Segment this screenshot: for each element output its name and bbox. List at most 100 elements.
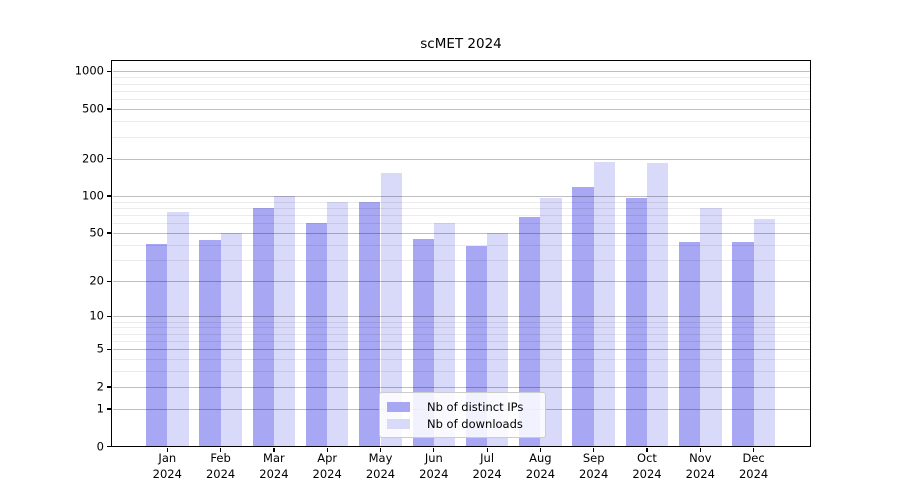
chart-title: scMET 2024 bbox=[420, 36, 502, 52]
y-gridline-minor-30 bbox=[113, 260, 810, 262]
x-tick-label-dec: Dec 2024 bbox=[738, 451, 769, 481]
bar-nb-of-distinct-ips-oct bbox=[625, 198, 647, 447]
legend: Nb of distinct IPs Nb of downloads bbox=[379, 392, 546, 438]
y-tick-mark-0 bbox=[106, 445, 112, 448]
y-gridline-minor-6 bbox=[113, 340, 810, 342]
x-tick-label-oct: Oct 2024 bbox=[632, 451, 662, 481]
x-tick-label-jan: Jan 2024 bbox=[152, 451, 182, 481]
legend-label-distinct-ips: Nb of distinct IPs bbox=[427, 399, 524, 414]
x-tick-mark-jan bbox=[166, 447, 168, 452]
y-gridline-100 bbox=[113, 195, 810, 197]
y-tick-mark-20 bbox=[106, 280, 112, 282]
y-gridline-10 bbox=[113, 316, 810, 318]
bar-nb-of-downloads-mar bbox=[273, 195, 296, 447]
y-tick-label-1: 1 bbox=[96, 401, 104, 416]
y-gridline-minor-7 bbox=[113, 333, 810, 335]
x-tick-mark-may bbox=[379, 447, 382, 452]
y-tick-mark-1 bbox=[106, 408, 112, 410]
y-gridline-minor-9 bbox=[113, 321, 810, 323]
y-tick-mark-200 bbox=[106, 158, 112, 160]
y-tick-label-20: 20 bbox=[89, 273, 104, 288]
y-tick-label-1000: 1000 bbox=[74, 63, 104, 78]
y-gridline-1000 bbox=[113, 71, 810, 73]
x-tick-mark-dec bbox=[753, 447, 755, 452]
y-gridline-minor-4 bbox=[113, 359, 810, 361]
y-tick-label-5: 5 bbox=[96, 341, 104, 356]
y-tick-mark-5 bbox=[106, 348, 112, 350]
y-gridline-minor-900 bbox=[113, 77, 810, 79]
bar-nb-of-downloads-aug bbox=[540, 197, 562, 447]
x-tick-label-sep: Sep 2024 bbox=[579, 451, 609, 481]
bar-nb-of-distinct-ips-aug bbox=[519, 217, 541, 447]
y-gridline-200 bbox=[113, 158, 810, 160]
x-tick-label-aug: Aug 2024 bbox=[525, 451, 556, 481]
y-gridline-500 bbox=[113, 109, 810, 111]
bar-nb-of-distinct-ips-feb bbox=[199, 239, 221, 447]
x-tick-mark-apr bbox=[326, 447, 328, 452]
bar-nb-of-downloads-jan bbox=[167, 212, 189, 447]
y-gridline-minor-800 bbox=[113, 83, 810, 85]
x-tick-label-apr: Apr 2024 bbox=[312, 451, 342, 481]
x-tick-mark-jul bbox=[486, 447, 488, 452]
bar-nb-of-downloads-oct bbox=[647, 162, 669, 447]
x-tick-mark-jun bbox=[433, 447, 435, 452]
y-tick-mark-1000 bbox=[106, 70, 112, 73]
x-tick-label-may: May 2024 bbox=[365, 451, 396, 481]
y-tick-mark-50 bbox=[106, 232, 112, 234]
y-tick-label-2: 2 bbox=[96, 379, 104, 394]
y-gridline-2 bbox=[113, 386, 810, 388]
y-gridline-minor-300 bbox=[113, 136, 810, 138]
bar-nb-of-distinct-ips-dec bbox=[732, 242, 754, 447]
y-gridline-minor-700 bbox=[113, 90, 810, 92]
y-tick-mark-10 bbox=[106, 315, 112, 318]
bar-nb-of-distinct-ips-may bbox=[359, 201, 381, 447]
y-gridline-minor-600 bbox=[113, 99, 810, 101]
y-gridline-50 bbox=[113, 233, 810, 235]
bar-nb-of-downloads-dec bbox=[753, 219, 775, 447]
x-tick-mark-mar bbox=[273, 447, 275, 452]
y-tick-label-10: 10 bbox=[89, 308, 104, 323]
x-tick-label-nov: Nov 2024 bbox=[685, 451, 715, 481]
y-gridline-minor-80 bbox=[113, 207, 810, 209]
y-tick-label-500: 500 bbox=[82, 101, 104, 116]
y-tick-mark-500 bbox=[106, 108, 112, 110]
bar-nb-of-distinct-ips-nov bbox=[679, 242, 701, 447]
y-tick-label-0: 0 bbox=[96, 439, 104, 453]
bar-nb-of-distinct-ips-apr bbox=[305, 223, 328, 447]
bar-nb-of-downloads-jun bbox=[433, 223, 456, 447]
x-tick-label-feb: Feb 2024 bbox=[205, 451, 236, 481]
y-gridline-minor-40 bbox=[113, 244, 810, 246]
x-tick-mark-sep bbox=[593, 447, 595, 452]
y-tick-label-200: 200 bbox=[82, 151, 104, 166]
y-gridline-5 bbox=[113, 349, 810, 351]
y-tick-label-50: 50 bbox=[89, 225, 104, 240]
y-gridline-minor-8 bbox=[113, 327, 810, 329]
bar-nb-of-distinct-ips-sep bbox=[572, 187, 594, 447]
y-tick-label-100: 100 bbox=[82, 188, 104, 203]
bar-nb-of-downloads-sep bbox=[593, 161, 615, 447]
bar-nb-of-distinct-ips-mar bbox=[252, 207, 274, 447]
bar-nb-of-downloads-feb bbox=[220, 233, 242, 447]
legend-item-downloads: Nb of downloads bbox=[387, 415, 545, 432]
y-gridline-minor-70 bbox=[113, 215, 810, 217]
y-gridline-minor-90 bbox=[113, 201, 810, 203]
x-tick-label-mar: Mar 2024 bbox=[259, 451, 289, 481]
legend-item-distinct-ips: Nb of distinct IPs bbox=[387, 398, 545, 415]
bar-nb-of-downloads-may bbox=[380, 173, 402, 447]
legend-label-downloads: Nb of downloads bbox=[427, 416, 523, 431]
legend-swatch-downloads bbox=[387, 418, 410, 429]
y-gridline-minor-3 bbox=[113, 371, 810, 373]
legend-swatch-distinct-ips bbox=[387, 401, 410, 412]
y-tick-mark-2 bbox=[106, 386, 112, 388]
x-tick-mark-feb bbox=[220, 447, 222, 452]
bar-nb-of-downloads-nov bbox=[700, 207, 722, 447]
x-tick-label-jun: Jun 2024 bbox=[419, 451, 449, 481]
y-gridline-minor-60 bbox=[113, 223, 810, 225]
bar-nb-of-downloads-apr bbox=[327, 201, 349, 447]
y-gridline-20 bbox=[113, 281, 810, 283]
x-tick-mark-aug bbox=[539, 447, 542, 452]
bar-nb-of-distinct-ips-jan bbox=[146, 243, 168, 447]
x-tick-label-jul: Jul 2024 bbox=[472, 451, 502, 481]
x-tick-mark-nov bbox=[699, 447, 701, 452]
